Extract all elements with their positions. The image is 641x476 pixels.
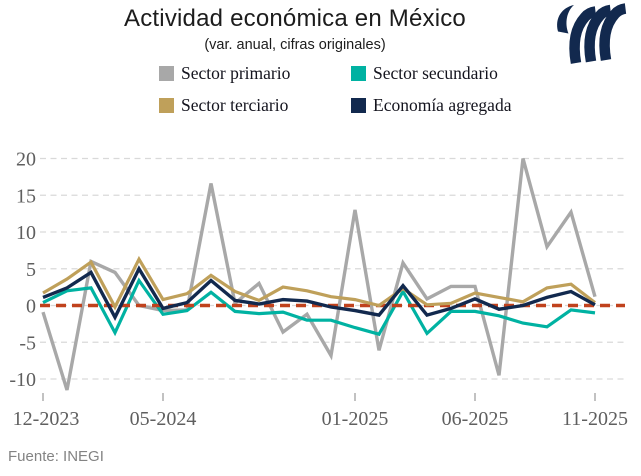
svg-text:10: 10 — [16, 222, 36, 244]
legend-swatch-icon — [159, 97, 174, 113]
svg-text:12-2023: 12-2023 — [13, 408, 80, 430]
svg-text:05-2024: 05-2024 — [130, 408, 197, 430]
legend-swatch-icon — [159, 65, 174, 81]
svg-text:01-2025: 01-2025 — [322, 408, 389, 430]
svg-text:20: 20 — [16, 149, 36, 171]
svg-text:06-2025: 06-2025 — [442, 408, 509, 430]
svg-text:-5: -5 — [19, 332, 36, 354]
svg-text:5: 5 — [26, 259, 36, 281]
legend-label: Sector primario — [181, 63, 291, 83]
svg-text:11-2025: 11-2025 — [562, 408, 628, 430]
legend-item-sector-secundario: Sector secundario — [351, 64, 498, 82]
legend-label: Sector terciario — [181, 95, 289, 115]
page-subtitle: (var. anual, cifras originales) — [204, 37, 386, 53]
legend-label: Sector secundario — [373, 63, 498, 83]
legend-item-sector-primario: Sector primario — [159, 64, 290, 82]
page-title: Actividad económica en México — [124, 5, 466, 32]
data-series-lines — [40, 158, 625, 391]
legend-label: Economía agregada — [373, 95, 512, 115]
svg-text:-10: -10 — [9, 369, 36, 391]
legend-swatch-icon — [351, 65, 366, 81]
legend-swatch-icon — [351, 97, 366, 113]
svg-text:15: 15 — [16, 185, 36, 207]
legend-item-sector-terciario: Sector terciario — [159, 96, 288, 114]
legend-item-economia-agregada: Economía agregada — [351, 96, 511, 114]
brand-logo-icon — [557, 3, 627, 64]
source-note: Fuente: INEGI — [8, 448, 104, 465]
axis-labels: 20 15 10 5 0 -5 -10 12-2023 05-2024 01-2025 06-202… — [9, 149, 628, 431]
svg-text:0: 0 — [26, 296, 36, 318]
